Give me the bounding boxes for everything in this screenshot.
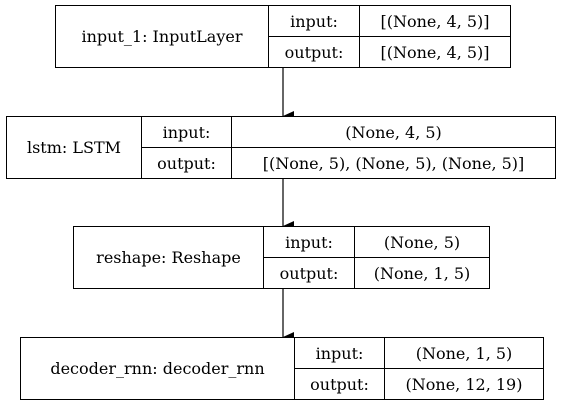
input-label: input: (142, 117, 231, 148)
node-reshape[interactable]: reshape: Reshape input: output: (None, 5… (73, 226, 490, 289)
input-shape: [(None, 4, 5)] (360, 6, 510, 37)
port-values: (None, 5) (None, 1, 5) (355, 227, 489, 288)
input-shape: (None, 1, 5) (385, 338, 543, 369)
output-label: output: (142, 148, 231, 178)
node-name: reshape: Reshape (74, 227, 264, 288)
port-values: (None, 4, 5) [(None, 5), (None, 5), (Non… (232, 117, 555, 178)
input-label: input: (264, 227, 354, 258)
output-label: output: (264, 258, 354, 288)
port-labels: input: output: (264, 227, 355, 288)
node-decoder-rnn[interactable]: decoder_rnn: decoder_rnn input: output: … (20, 337, 544, 400)
port-values: [(None, 4, 5)] [(None, 4, 5)] (360, 6, 510, 67)
output-label: output: (269, 37, 359, 67)
input-shape: (None, 4, 5) (232, 117, 555, 148)
input-label: input: (269, 6, 359, 37)
output-shape: (None, 1, 5) (355, 258, 489, 288)
node-input-1[interactable]: input_1: InputLayer input: output: [(Non… (55, 5, 511, 68)
port-values: (None, 1, 5) (None, 12, 19) (385, 338, 543, 399)
port-labels: input: output: (142, 117, 232, 178)
port-labels: input: output: (269, 6, 360, 67)
node-name: lstm: LSTM (7, 117, 142, 178)
output-label: output: (295, 369, 384, 399)
output-shape: (None, 12, 19) (385, 369, 543, 399)
node-name: decoder_rnn: decoder_rnn (21, 338, 295, 399)
input-shape: (None, 5) (355, 227, 489, 258)
input-label: input: (295, 338, 384, 369)
output-shape: [(None, 5), (None, 5), (None, 5)] (232, 148, 555, 178)
node-lstm[interactable]: lstm: LSTM input: output: (None, 4, 5) [… (6, 116, 556, 179)
port-labels: input: output: (295, 338, 385, 399)
node-name: input_1: InputLayer (56, 6, 269, 67)
output-shape: [(None, 4, 5)] (360, 37, 510, 67)
